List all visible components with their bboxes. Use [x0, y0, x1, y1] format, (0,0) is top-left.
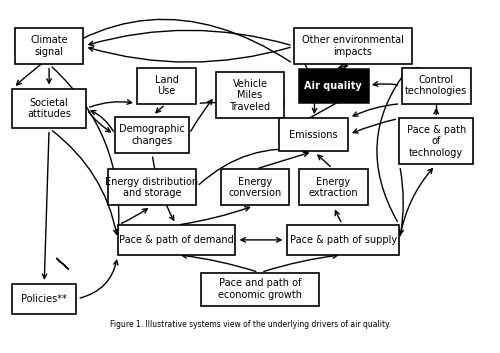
FancyBboxPatch shape [299, 169, 368, 205]
FancyBboxPatch shape [12, 284, 76, 314]
FancyBboxPatch shape [15, 28, 84, 64]
FancyBboxPatch shape [115, 117, 189, 153]
FancyBboxPatch shape [12, 89, 86, 128]
Text: Vehicle
Miles
Traveled: Vehicle Miles Traveled [230, 79, 270, 112]
FancyBboxPatch shape [294, 28, 412, 64]
Text: Emissions: Emissions [290, 130, 338, 140]
FancyBboxPatch shape [138, 67, 196, 104]
Text: Control
technologies: Control technologies [405, 75, 468, 96]
Text: Other environmental
impacts: Other environmental impacts [302, 35, 404, 57]
Text: Energy
conversion: Energy conversion [228, 176, 281, 198]
Text: Pace and path of
economic growth: Pace and path of economic growth [218, 279, 302, 300]
Text: Energy distribution
and storage: Energy distribution and storage [106, 176, 198, 198]
Text: Societal
attitudes: Societal attitudes [27, 98, 71, 119]
Text: Pace & path
of
technology: Pace & path of technology [406, 125, 466, 158]
FancyBboxPatch shape [280, 119, 348, 151]
Text: Land
Use: Land Use [155, 75, 178, 96]
FancyBboxPatch shape [201, 273, 318, 306]
Text: Air quality: Air quality [304, 80, 362, 91]
FancyBboxPatch shape [118, 225, 236, 255]
FancyBboxPatch shape [299, 69, 368, 102]
Text: Energy
extraction: Energy extraction [308, 176, 358, 198]
Text: Policies**: Policies** [22, 294, 67, 304]
Text: Demographic
changes: Demographic changes [119, 124, 185, 146]
FancyBboxPatch shape [400, 119, 473, 164]
Text: Figure 1. Illustrative systems view of the underlying drivers of air quality.: Figure 1. Illustrative systems view of t… [110, 319, 390, 329]
FancyBboxPatch shape [220, 169, 289, 205]
Text: Climate
signal: Climate signal [30, 35, 68, 57]
FancyBboxPatch shape [216, 72, 284, 119]
Text: Pace & path of supply: Pace & path of supply [290, 235, 397, 245]
Text: Pace & path of demand: Pace & path of demand [119, 235, 234, 245]
Polygon shape [56, 258, 68, 269]
FancyBboxPatch shape [108, 169, 196, 205]
FancyBboxPatch shape [402, 67, 470, 104]
FancyBboxPatch shape [287, 225, 400, 255]
